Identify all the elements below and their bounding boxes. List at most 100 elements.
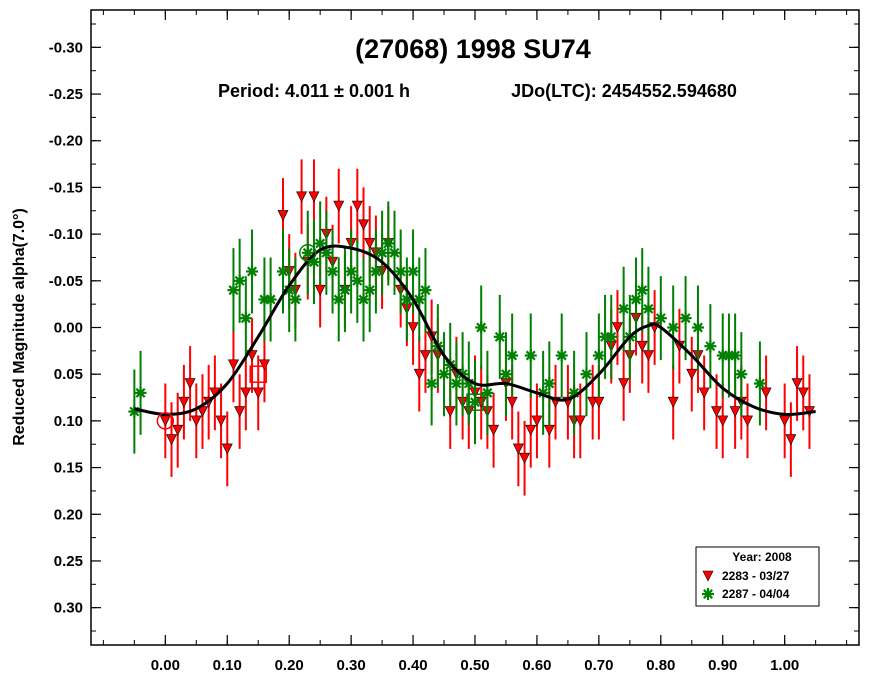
- y-tick-label: 0.20: [54, 506, 83, 523]
- x-tick-label: 0.10: [213, 657, 242, 674]
- data-point: [686, 368, 698, 380]
- asterisk-stroke: [290, 294, 301, 305]
- asterisk-stroke: [377, 247, 388, 258]
- data-point: [258, 359, 270, 371]
- data-point: [172, 424, 184, 436]
- data-point: [506, 396, 518, 408]
- legend-box: [695, 546, 820, 607]
- asterisk-stroke: [581, 369, 592, 380]
- asterisk-stroke: [494, 331, 505, 342]
- legend-entry-2: 2287 - 04/04: [722, 587, 790, 601]
- asterisk-stroke: [680, 313, 691, 324]
- legend-marker-series-1: [702, 570, 714, 582]
- data-point: [779, 415, 791, 427]
- asterisk-stroke: [420, 285, 431, 296]
- asterisk-stroke: [507, 350, 518, 361]
- highlight-circle: [299, 244, 317, 262]
- asterisk-stroke: [655, 313, 666, 324]
- data-point: [221, 443, 233, 455]
- highlight-square: [466, 393, 484, 411]
- data-point: [499, 368, 512, 381]
- series-1: [159, 159, 815, 496]
- fit-curve: [134, 244, 816, 416]
- y-tick-label: -0.15: [49, 179, 83, 196]
- highlight-markers-layer: [156, 244, 484, 430]
- y-tick-label: -0.05: [49, 273, 83, 290]
- legend-title: Year: 2008: [732, 550, 792, 564]
- data-point: [376, 246, 389, 259]
- legend: Year: 2008 2283 - 03/27 2287 - 04/04: [695, 546, 820, 607]
- data-point: [308, 191, 320, 203]
- asterisk-stroke: [476, 322, 487, 333]
- chart-title: (27068) 1998 SU74: [355, 34, 591, 64]
- asterisk-stroke: [736, 369, 747, 380]
- data-point: [525, 424, 537, 436]
- legend-asterisk-marker: [702, 588, 714, 600]
- asterisk-stroke: [408, 266, 419, 277]
- data-point: [227, 284, 240, 297]
- data-point: [729, 406, 741, 418]
- asterisk-stroke: [525, 350, 536, 361]
- data-point: [735, 368, 748, 381]
- data-point: [611, 322, 623, 334]
- asterisk-stroke: [364, 285, 375, 296]
- data-point: [296, 191, 308, 203]
- data-point: [717, 415, 729, 427]
- asterisk-stroke: [500, 369, 511, 380]
- data-point: [419, 350, 431, 362]
- x-axis-ticks: 0.00 0.10 0.20 0.30 0.40 0.50 0.60 0.70 0.80 0.90…: [102, 10, 848, 674]
- asterisk-stroke: [643, 303, 654, 314]
- data-point: [240, 387, 252, 399]
- y-tick-label: 0.10: [54, 413, 83, 430]
- data-point: [332, 293, 345, 306]
- asterisk-stroke: [333, 294, 344, 305]
- data-point: [506, 349, 519, 362]
- asterisk-stroke: [265, 294, 276, 305]
- data-point: [729, 349, 742, 362]
- y-tick-label: -0.30: [49, 39, 83, 56]
- data-point: [239, 312, 252, 325]
- data-point: [524, 349, 537, 362]
- asterisk-stroke: [569, 387, 580, 398]
- data-point: [351, 200, 363, 212]
- data-point: [618, 378, 630, 390]
- data-point: [642, 350, 654, 362]
- data-point: [679, 312, 692, 325]
- asterisk-stroke: [352, 275, 363, 286]
- asterisk-stroke: [308, 257, 319, 268]
- data-point: [711, 406, 723, 418]
- data-point: [475, 321, 488, 334]
- data-point: [543, 377, 556, 390]
- data-point: [753, 377, 766, 390]
- asterisk-stroke: [618, 303, 629, 314]
- asterisk-stroke: [346, 266, 357, 277]
- data-point: [234, 406, 246, 418]
- asterisk-stroke: [439, 369, 450, 380]
- asterisk-stroke: [321, 247, 332, 258]
- data-point: [742, 415, 754, 427]
- asterisk-stroke: [302, 247, 313, 258]
- data-point: [369, 265, 382, 278]
- data-point: [667, 396, 679, 408]
- data-point: [252, 387, 264, 399]
- data-point: [444, 406, 456, 418]
- asterisk-stroke: [135, 387, 146, 398]
- asterisk-stroke: [538, 387, 549, 398]
- x-tick-label: 0.00: [151, 657, 180, 674]
- x-tick-label: 1.00: [770, 657, 799, 674]
- data-point: [785, 434, 797, 446]
- highlight-square: [249, 365, 267, 383]
- data-point: [642, 302, 655, 315]
- data-point: [698, 387, 710, 399]
- y-tick-label: -0.25: [49, 86, 83, 103]
- chart-subtitle-epoch: JDo(LTC): 2454552.594680: [511, 81, 737, 101]
- asterisk-stroke: [383, 238, 394, 249]
- data-point: [382, 237, 395, 250]
- x-tick-label: 0.70: [584, 657, 613, 674]
- data-point: [691, 321, 704, 334]
- y-tick-label: 0.00: [54, 320, 83, 337]
- y-tick-label: 0.05: [54, 366, 83, 383]
- x-tick-label: 0.60: [522, 657, 551, 674]
- y-tick-label: 0.25: [54, 553, 83, 570]
